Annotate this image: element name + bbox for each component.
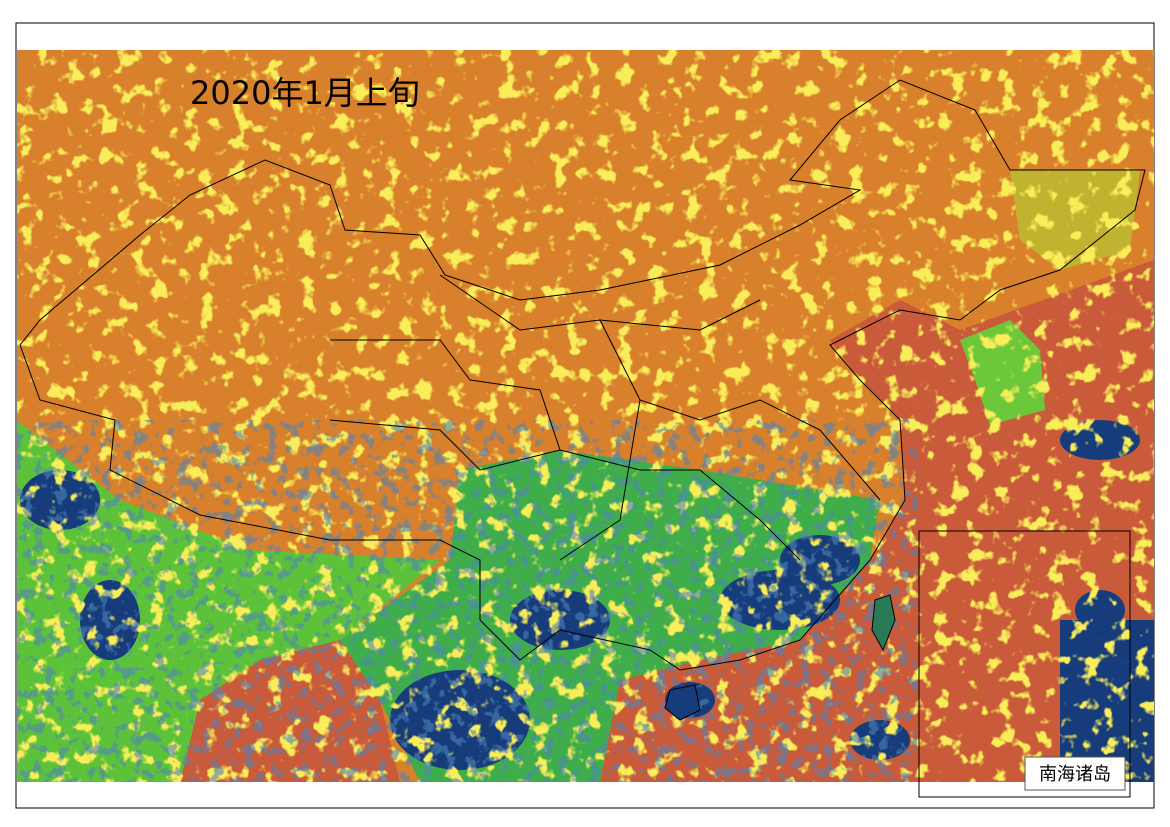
map-title: 2020年1月上旬 xyxy=(190,74,420,112)
inset-label-box xyxy=(1024,756,1126,791)
raster-map xyxy=(17,50,1154,782)
inset-frame xyxy=(918,530,1131,798)
inset-label: 南海诸岛 xyxy=(1039,764,1111,785)
